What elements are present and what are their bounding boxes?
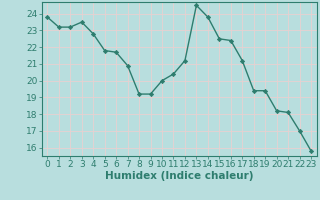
X-axis label: Humidex (Indice chaleur): Humidex (Indice chaleur) [105,171,253,181]
